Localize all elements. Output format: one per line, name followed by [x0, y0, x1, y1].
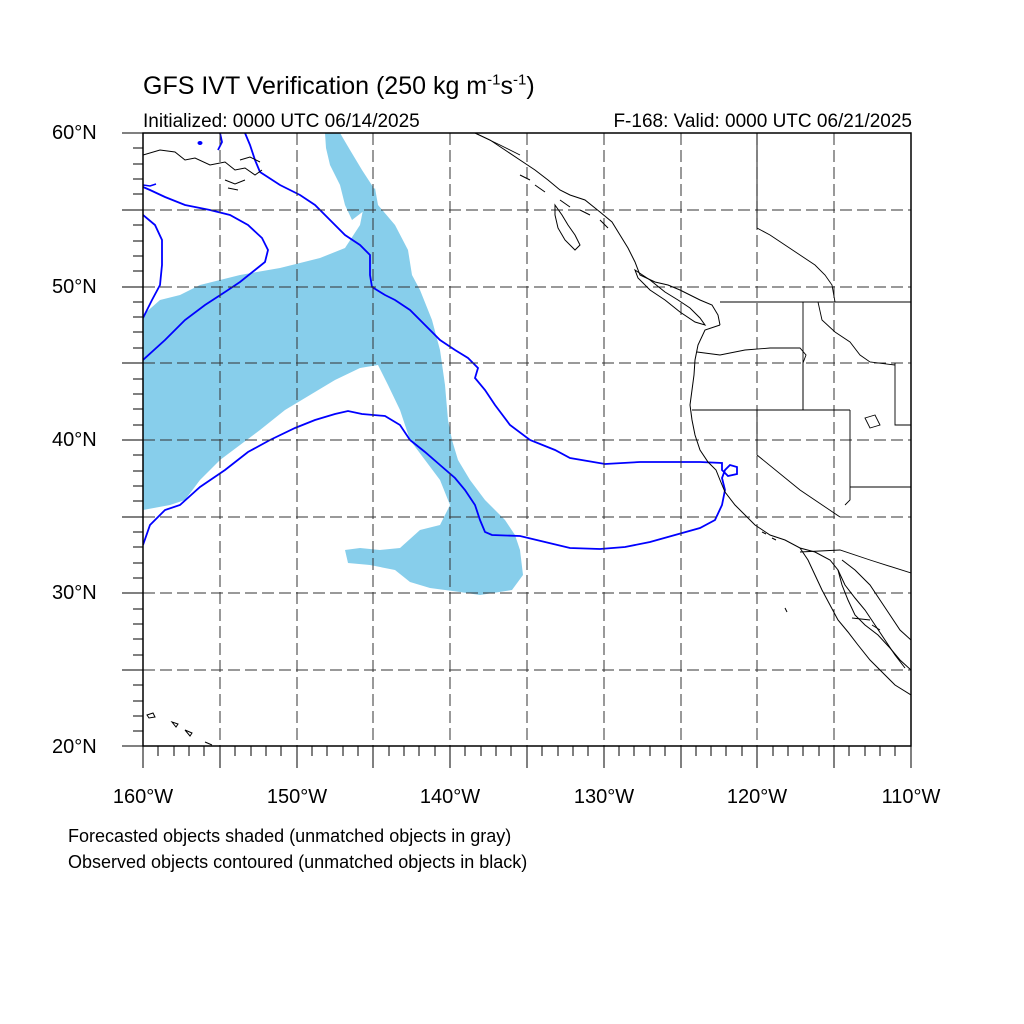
coastline-hawaii — [146, 712, 213, 746]
note-forecast: Forecasted objects shaded (unmatched obj… — [68, 826, 512, 846]
observed-contour-west-edge — [143, 214, 163, 319]
coastline-gulf — [837, 569, 906, 669]
coastline-alaska — [143, 149, 263, 176]
forecast-object-main — [143, 188, 523, 595]
coastline-se-alaska-bc — [474, 133, 721, 326]
lat-label-40n: 40°N — [52, 429, 97, 451]
coastline-channel-islands — [761, 531, 788, 613]
wa-or-border — [696, 347, 807, 410]
us-mexico-border — [799, 549, 911, 574]
lon-label-150w: 150°W — [266, 786, 328, 808]
observed-contour-north-edge — [217, 133, 223, 151]
coastline-haida-gwaii — [554, 203, 581, 251]
coastline-islands-north — [519, 174, 609, 229]
lon-label-160w: 160°W — [112, 786, 174, 808]
lat-label-50n: 50°N — [52, 276, 97, 298]
note-observed: Observed objects contoured (unmatched ob… — [68, 852, 528, 872]
chart-title: GFS IVT Verification (250 kg m-1s-1) — [143, 71, 535, 100]
observed-contour-northwest — [143, 186, 269, 361]
political-boundaries — [474, 133, 911, 631]
lake-marks — [851, 414, 881, 631]
valid-time-label: F-168: Valid: 0000 UTC 06/21/2025 — [613, 111, 912, 132]
lat-label-60n: 60°N — [52, 122, 97, 144]
lat-label-30n: 30°N — [52, 582, 97, 604]
mt-wy-border — [894, 363, 911, 426]
lon-label-120w: 120°W — [726, 786, 788, 808]
axis-ticks — [122, 132, 912, 768]
lat-lon-grid — [143, 133, 911, 746]
coastlines — [143, 133, 911, 746]
coastline-baja — [799, 547, 911, 696]
bc-alberta-border — [756, 133, 836, 303]
nv-ut-border — [844, 410, 851, 506]
lon-label-140w: 140°W — [419, 786, 481, 808]
lon-label-110w: 110°W — [881, 786, 941, 808]
lat-label-20n: 20°N — [52, 736, 97, 758]
lon-label-130w: 130°W — [573, 786, 635, 808]
ca-nv-diagonal — [756, 410, 841, 518]
observed-contour-alaska-bit — [143, 183, 157, 187]
init-time-label: Initialized: 0000 UTC 06/14/2025 — [143, 111, 420, 132]
alaska-canada-border — [474, 133, 521, 156]
coastline-vancouver-island — [633, 268, 707, 326]
coastline-alaska-islands — [224, 156, 261, 191]
observed-contour-main — [143, 133, 738, 550]
id-border — [802, 301, 896, 410]
coastline-west-us — [689, 324, 911, 671]
observed-object-small — [197, 141, 203, 145]
forecast-object-north-arm — [325, 133, 375, 220]
coastline-mexico-mainland — [841, 559, 911, 641]
